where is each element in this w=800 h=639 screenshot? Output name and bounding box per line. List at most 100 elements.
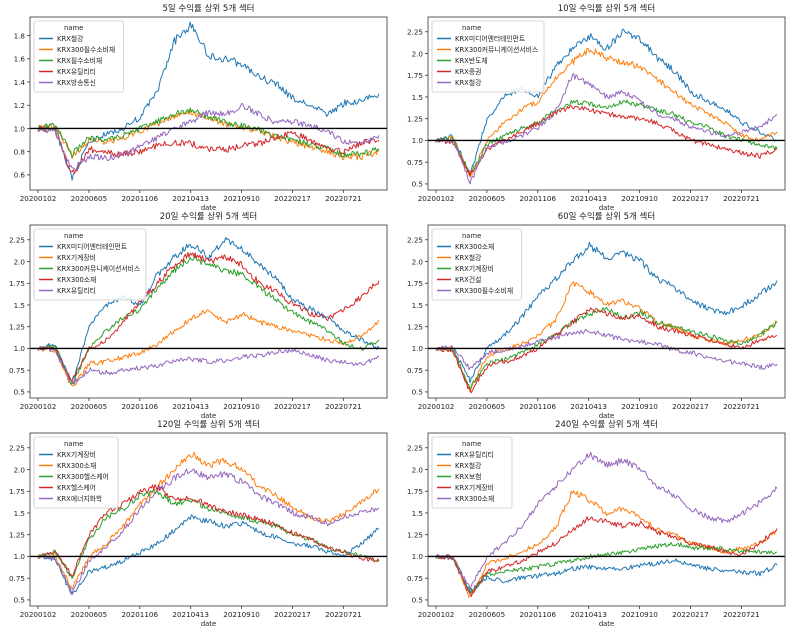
series-line-3: [435, 307, 778, 394]
x-tick-label: 20210413: [570, 402, 607, 411]
x-tick-label: 20210910: [223, 402, 260, 411]
x-tick-label: 20200605: [71, 610, 108, 619]
series-line-4: [37, 103, 380, 171]
x-tick-label: 20201106: [519, 402, 556, 411]
legend-entry: KRX유틸리티: [455, 450, 494, 459]
y-tick-label: 2.0: [412, 465, 424, 474]
legend-entry: KRX300커뮤니케이션서비스: [455, 45, 538, 54]
series-line-3: [37, 484, 380, 577]
legend-entry: KRX철강: [455, 78, 481, 87]
series-line-4: [435, 451, 778, 590]
y-tick-label: 1.5: [412, 93, 423, 102]
y-tick-label: 1.5: [412, 509, 423, 518]
x-axis-label: date: [599, 204, 614, 212]
chart-title: 60일 수익률 상위 5개 섹터: [558, 211, 655, 222]
series-line-0: [435, 241, 778, 383]
x-tick-label: 20220217: [274, 402, 311, 411]
legend-entry: KRX미디어엔터테인먼트: [455, 34, 525, 43]
series-line-3: [37, 252, 380, 382]
legend: name KRX기계장비 KRX300소재 KRX300헬스케어 KRX헬스케어 KRX에…: [33, 436, 119, 509]
legend-box: [431, 228, 522, 301]
series-line-4: [37, 468, 380, 595]
y-tick-label: 2.25: [407, 236, 423, 245]
y-tick-label: 2.25: [407, 28, 423, 37]
x-tick-label: 20200605: [71, 194, 108, 203]
x-tick-label: 20200102: [418, 194, 455, 203]
series-line-3: [37, 125, 380, 174]
series-line-1: [37, 309, 380, 387]
y-tick-label: 0.75: [407, 158, 423, 167]
legend-entry: KRX300소재: [57, 462, 96, 470]
y-tick-label: 1.25: [407, 115, 423, 124]
legend-entry: KRX반도체: [455, 56, 488, 65]
y-tick-label: 1.25: [407, 323, 423, 332]
legend-entry: KRX300커뮤니케이션서비스: [57, 264, 140, 273]
plot-frame: [427, 16, 786, 191]
x-tick-label: 20220721: [325, 402, 362, 411]
series-line-0: [37, 514, 380, 596]
legend-box: [431, 436, 513, 509]
x-axis-label: date: [201, 204, 216, 212]
x-tick-label: 20220217: [274, 610, 311, 619]
x-tick-label: 20210910: [223, 194, 260, 203]
y-tick-label: 0.75: [407, 574, 423, 583]
x-tick-label: 20220721: [723, 194, 760, 203]
x-tick-label: 20201106: [121, 402, 158, 411]
chart-title: 5일 수익률 상위 5개 섹터: [162, 3, 254, 14]
y-tick-label: 1.0: [14, 552, 26, 561]
chart-panel-3: 60일 수익률 상위 5개 섹터 0.5 0.75 1.0 1.25 1.5 1.75 2.0…: [407, 211, 786, 420]
legend-entry: KRX필수소비재: [57, 56, 102, 65]
legend-entry: KRX기계장비: [455, 483, 494, 492]
x-tick-label: 20200605: [469, 610, 506, 619]
y-tick-label: 2.0: [412, 257, 424, 266]
x-tick-label: 20210910: [621, 402, 658, 411]
legend-title: name: [462, 232, 481, 240]
x-tick-label: 20210413: [172, 402, 209, 411]
legend-entry: KRX기계장비: [455, 264, 494, 273]
y-tick-label: 1.6: [14, 55, 26, 64]
legend-title: name: [462, 440, 481, 448]
x-tick-label: 20220217: [672, 402, 709, 411]
chart-panel-2: 20일 수익률 상위 5개 섹터 0.5 0.75 1.0 1.25 1.5 1.75 2.0…: [9, 211, 388, 420]
y-tick-label: 1.75: [407, 279, 423, 288]
y-tick-label: 1.75: [407, 71, 423, 80]
x-tick-label: 20210413: [172, 610, 209, 619]
y-tick-label: 1.75: [407, 487, 423, 496]
y-tick-label: 1.0: [412, 136, 424, 145]
legend-entry: KRX300소재: [57, 276, 96, 284]
x-tick-label: 20210910: [621, 194, 658, 203]
y-tick-label: 1.2: [14, 101, 25, 110]
y-tick-label: 1.5: [14, 509, 25, 518]
y-tick-label: 1.0: [14, 124, 26, 133]
y-tick-label: 1.5: [412, 301, 423, 310]
legend-entry: KRX방송통신: [57, 78, 96, 87]
x-tick-label: 20210413: [172, 194, 209, 203]
x-tick-label: 20210910: [621, 610, 658, 619]
legend-entry: KRX미디어엔터테인먼트: [57, 242, 127, 251]
legend-entry: KRX에너지화학: [57, 494, 102, 503]
series-line-1: [435, 47, 778, 178]
y-tick-label: 1.75: [9, 279, 25, 288]
legend-box: [431, 20, 545, 93]
x-axis-label: date: [599, 412, 614, 420]
y-tick-label: 2.0: [14, 257, 26, 266]
chart-title: 120일 수익률 상위 5개 섹터: [157, 419, 260, 430]
plot-frame: [427, 224, 786, 399]
x-tick-label: 20201106: [519, 194, 556, 203]
x-tick-label: 20201106: [121, 194, 158, 203]
legend-entry: KRX헬스케어: [57, 483, 96, 492]
x-tick-label: 20200102: [20, 610, 57, 619]
chart-panel-1: 10일 수익률 상위 5개 섹터 0.5 0.75 1.0 1.25 1.5 1.75 2.0…: [407, 3, 786, 212]
legend-entry: KRX300소재: [455, 495, 494, 503]
y-tick-label: 2.0: [412, 49, 424, 58]
legend-entry: KRX300필수소비재: [455, 286, 513, 295]
chart-panel-5: 240일 수익률 상위 5개 섹터 0.5 0.75 1.0 1.25 1.5 1.75 2.…: [407, 419, 786, 628]
y-tick-label: 1.25: [9, 531, 25, 540]
x-tick-label: 20200605: [469, 194, 506, 203]
legend-box: [33, 20, 124, 93]
plot-frame: [29, 224, 388, 399]
chart-panel-0: 5일 수익률 상위 5개 섹터 0.6 0.8 1.0 1.2 1.4 1.6 1.8 2020…: [14, 3, 388, 212]
x-tick-label: 20210910: [223, 610, 260, 619]
legend: name KRX유틸리티 KRX철강 KRX보험 KRX기계장비 KRX300소재: [431, 436, 513, 509]
